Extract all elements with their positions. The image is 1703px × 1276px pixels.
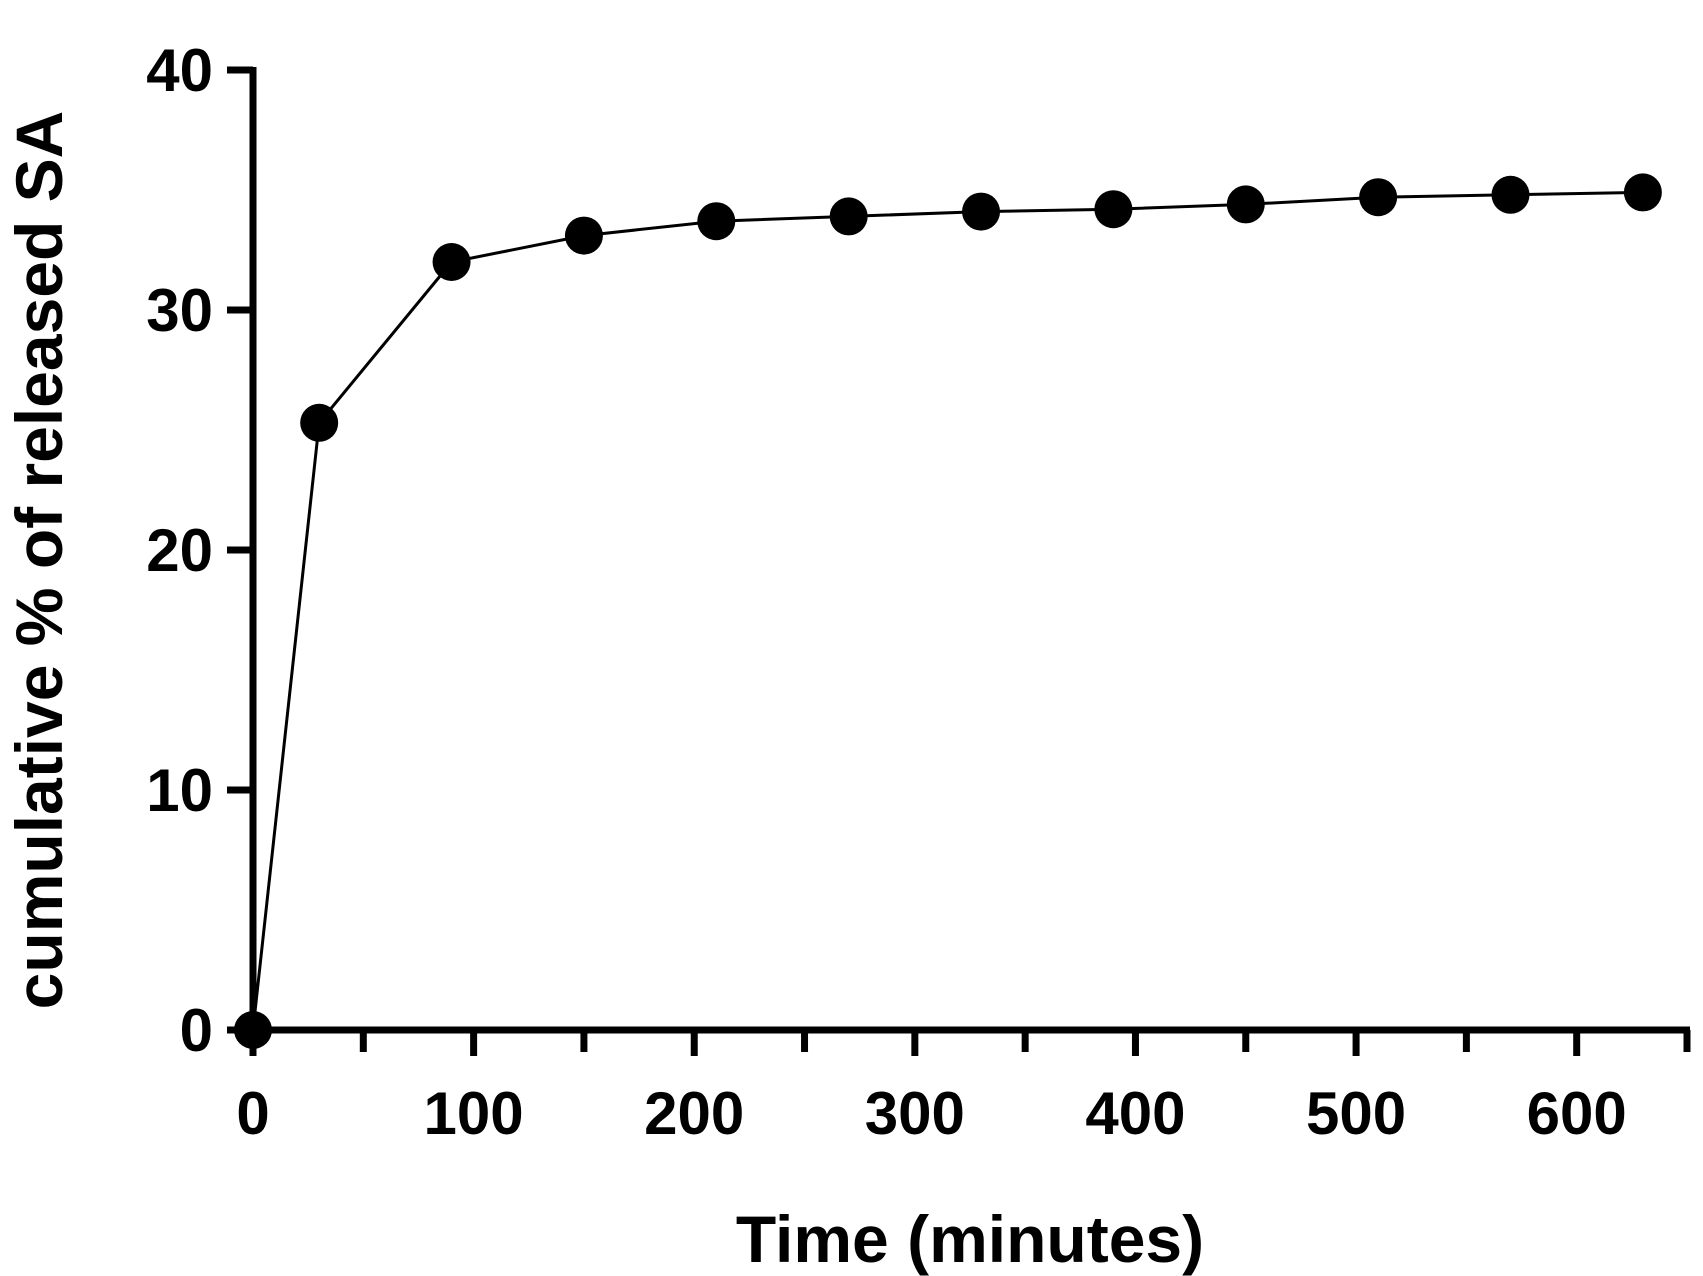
x-ticks: 0 100 200 300 400 500 600: [236, 1030, 1691, 1147]
data-point: [1226, 185, 1265, 224]
x-tick-label: 0: [236, 1080, 269, 1147]
y-tick-label: 10: [146, 757, 213, 824]
data-point: [697, 202, 736, 241]
x-tick-label: 600: [1527, 1080, 1627, 1147]
data-point: [234, 1011, 272, 1049]
y-tick-label: 30: [146, 277, 213, 344]
data-point: [1623, 173, 1662, 212]
series-line: [251, 190, 1643, 1031]
y-tick-label: 20: [146, 517, 213, 584]
x-tick-label: 400: [1085, 1080, 1185, 1147]
data-point: [1359, 178, 1398, 217]
data-point: [300, 403, 339, 442]
y-axis-title: cumulative % of released SA: [2, 111, 76, 1010]
x-tick-label: 200: [644, 1080, 744, 1147]
x-tick-label: 500: [1306, 1080, 1406, 1147]
y-ticks: 0 10 20 30 40: [146, 37, 253, 1064]
y-tick-label: 40: [146, 37, 213, 104]
series-layer: [234, 173, 1662, 1049]
data-point: [829, 197, 868, 236]
x-tick-label: 100: [424, 1080, 524, 1147]
data-point: [1094, 190, 1133, 229]
data-point: [962, 192, 1001, 231]
data-point: [564, 216, 603, 255]
y-tick-label: 0: [180, 997, 213, 1064]
data-point: [1491, 175, 1530, 214]
x-axis-title: Time (minutes): [736, 1202, 1204, 1276]
x-tick-label: 300: [865, 1080, 965, 1147]
data-point: [432, 243, 471, 281]
